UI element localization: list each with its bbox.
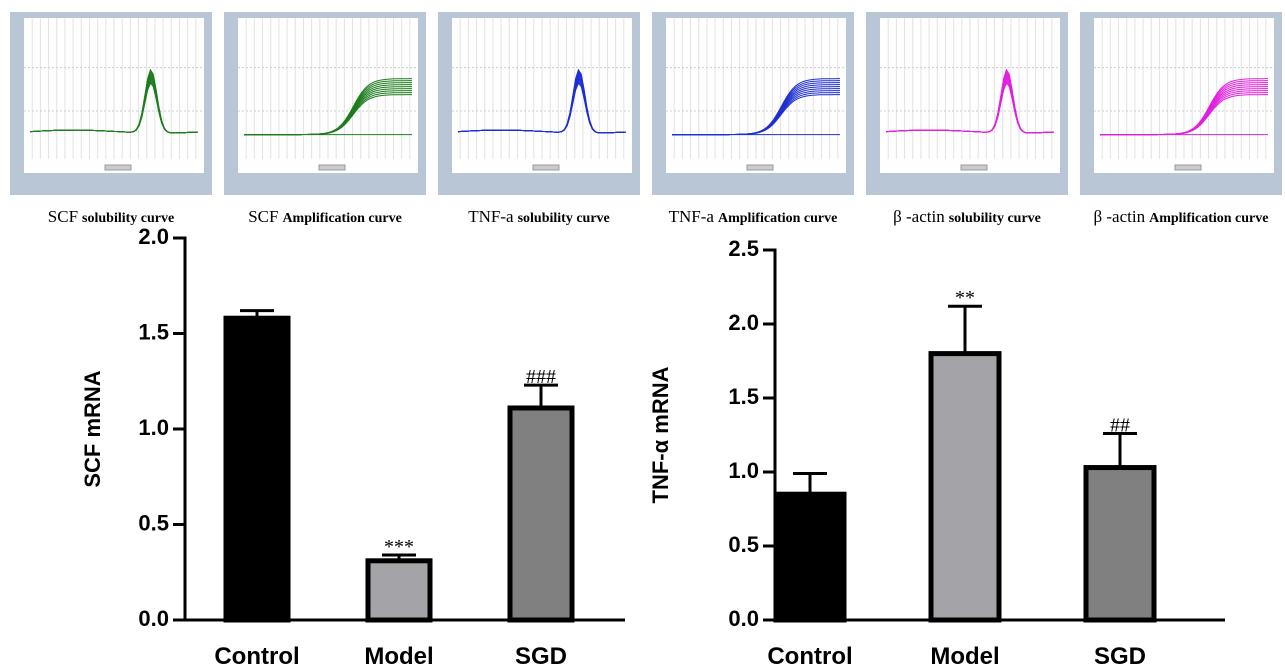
x-tick-label: Model — [364, 643, 433, 667]
thumbnail — [438, 12, 640, 195]
figure: SCF solubility curve SCF Amplification cu… — [0, 0, 1285, 667]
caption-label: Amplification curve — [282, 211, 401, 226]
y-tick-label: 2.0 — [728, 310, 759, 335]
y-tick-label: 0.0 — [138, 606, 169, 631]
y-tick-label: 0.5 — [138, 510, 169, 535]
caption-label: Amplification curve — [1149, 211, 1268, 226]
y-axis-label: TNF-α mRNA — [648, 366, 673, 503]
caption-label: Amplification curve — [718, 211, 837, 226]
thumbnail — [866, 12, 1068, 195]
thumbnail — [224, 12, 426, 195]
thumbnail — [10, 12, 212, 195]
x-tick-label: Control — [767, 643, 852, 667]
x-tick-label: Model — [930, 643, 999, 667]
thumbnail-scrollbar — [533, 165, 559, 170]
y-tick-label: 1.0 — [138, 415, 169, 440]
bar — [931, 354, 999, 620]
caption-label: solubility curve — [518, 211, 610, 226]
bar — [368, 561, 430, 620]
thumbnail-scrollbar — [747, 165, 773, 170]
caption-prefix: SCF — [248, 207, 278, 226]
bar — [776, 494, 844, 620]
caption-label: solubility curve — [949, 211, 1041, 226]
significance-label: ## — [1110, 415, 1130, 437]
x-tick-label: SGD — [1094, 643, 1146, 667]
significance-label: ### — [526, 366, 556, 388]
caption-prefix: SCF — [48, 207, 78, 226]
y-tick-label: 2.0 — [138, 224, 169, 249]
significance-label: ** — [955, 287, 975, 309]
caption-prefix: β -actin — [893, 207, 945, 226]
thumbnail — [1080, 12, 1282, 195]
caption: SCF Amplification curve — [248, 207, 402, 226]
y-tick-label: 0.0 — [728, 606, 759, 631]
caption-prefix: β -actin — [1094, 207, 1146, 226]
bar — [510, 408, 572, 620]
thumbnail-scrollbar — [961, 165, 987, 170]
y-tick-label: 2.5 — [728, 236, 759, 261]
caption: TNF-a Amplification curve — [669, 207, 838, 226]
y-tick-label: 1.5 — [138, 319, 169, 344]
thumbnail-scrollbar — [105, 165, 131, 170]
caption: β -actin Amplification curve — [1094, 207, 1269, 226]
caption-prefix: TNF-a — [468, 207, 514, 226]
y-tick-label: 0.5 — [728, 532, 759, 557]
bar — [1086, 468, 1154, 620]
y-axis-label: SCF mRNA — [80, 370, 105, 487]
caption: β -actin solubility curve — [893, 207, 1041, 226]
y-tick-label: 1.5 — [728, 384, 759, 409]
bar — [226, 318, 288, 620]
thumbnail-scrollbar — [319, 165, 345, 170]
thumbnail — [652, 12, 854, 195]
thumbnail-scrollbar — [1175, 165, 1201, 170]
x-tick-label: SGD — [515, 643, 567, 667]
y-tick-label: 1.0 — [728, 458, 759, 483]
caption: TNF-a solubility curve — [468, 207, 610, 226]
x-tick-label: Control — [214, 643, 299, 667]
significance-label: *** — [384, 536, 414, 558]
caption-prefix: TNF-a — [669, 207, 715, 226]
